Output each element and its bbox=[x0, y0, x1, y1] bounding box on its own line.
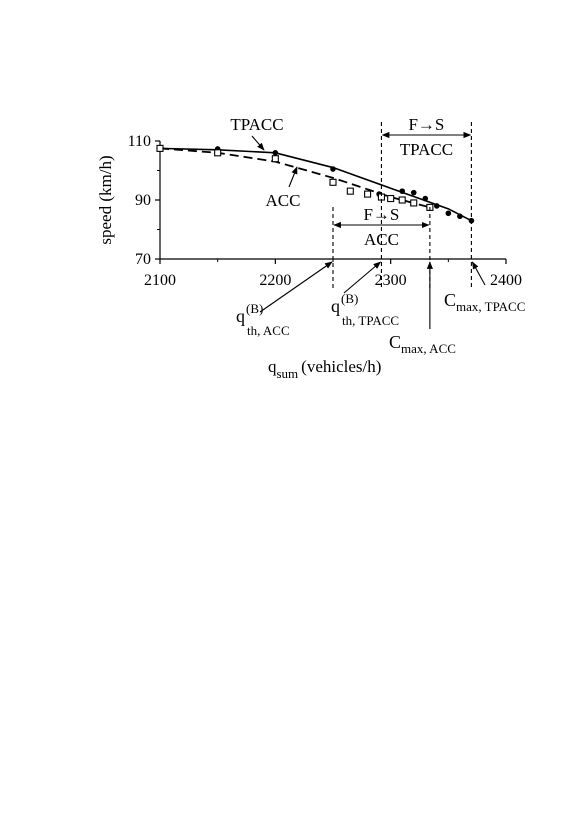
data-point-acc bbox=[364, 190, 372, 198]
q-th-tpacc-label-main: q bbox=[331, 296, 340, 316]
fs-acc-range-label: F→S bbox=[363, 205, 399, 224]
x-tick-label: 2100 bbox=[144, 272, 176, 289]
x-axis-label-unit: (vehicles/h) bbox=[301, 357, 381, 376]
data-point-tpacc bbox=[434, 203, 440, 209]
tpacc-arrow bbox=[251, 135, 265, 151]
data-point-tpacc bbox=[399, 188, 406, 194]
q-th-tpacc-label-sub: th, TPACC bbox=[342, 313, 399, 328]
c-max-tpacc-label-sub: max, TPACC bbox=[456, 299, 525, 314]
q-th-acc-label: q(B) th, ACC bbox=[236, 301, 290, 338]
q-th-acc-label-main: q bbox=[236, 306, 245, 326]
c-max-acc-label-sub: max, ACC bbox=[401, 341, 456, 356]
series-line-tpacc bbox=[159, 147, 472, 222]
y-axis-label: speed (km/h) bbox=[96, 155, 115, 244]
series-layer bbox=[156, 144, 475, 224]
data-point-acc bbox=[156, 144, 164, 152]
data-point-acc bbox=[271, 155, 279, 163]
x-axis-label-main: q bbox=[268, 357, 277, 376]
c-max-tpacc-label-main: C bbox=[444, 290, 456, 310]
x-tick-label: 2200 bbox=[259, 272, 291, 289]
q-th-acc-label-sup: (B) bbox=[246, 301, 263, 316]
tpacc-label: TPACC bbox=[230, 115, 283, 134]
data-point-acc bbox=[214, 149, 222, 157]
data-point-acc bbox=[387, 194, 395, 203]
y-tick-label: 110 bbox=[128, 133, 151, 150]
y-ticks: 70 90 110 bbox=[128, 133, 160, 268]
data-point-tpacc bbox=[272, 150, 279, 156]
q-th-acc-arrow bbox=[259, 261, 333, 313]
q-th-tpacc-label: q(B) th, TPACC bbox=[331, 291, 399, 328]
x-axis-label: qsum (vehicles/h) bbox=[268, 357, 381, 381]
data-point-tpacc bbox=[457, 213, 463, 220]
data-point-tpacc bbox=[445, 210, 452, 217]
y-tick-label: 90 bbox=[135, 192, 151, 209]
data-point-acc bbox=[346, 187, 354, 195]
data-point-tpacc bbox=[330, 166, 336, 172]
acc-arrow bbox=[288, 166, 298, 188]
y-tick-label: 70 bbox=[135, 251, 151, 268]
acc-label: ACC bbox=[266, 191, 301, 210]
q-th-tpacc-label-sup: (B) bbox=[341, 291, 358, 306]
c-max-acc-label-main: C bbox=[389, 332, 401, 352]
x-axis-label-sub: sum bbox=[277, 366, 299, 381]
c-max-acc-label: Cmax, ACC bbox=[389, 332, 456, 356]
fs-acc-sub-label: ACC bbox=[364, 230, 399, 249]
q-th-acc-label-sub: th, ACC bbox=[247, 323, 290, 338]
data-point-acc bbox=[410, 199, 418, 207]
x-tick-label: 2400 bbox=[490, 272, 522, 289]
x-ticks: 2100 2200 2300 2400 bbox=[144, 259, 522, 289]
data-point-tpacc bbox=[410, 189, 417, 196]
c-max-tpacc-label: Cmax, TPACC bbox=[444, 290, 525, 314]
x-tick-label: 2300 bbox=[375, 272, 407, 289]
fs-tpacc-range-label: F→S bbox=[408, 115, 444, 134]
data-point-acc bbox=[329, 178, 337, 186]
axes: 2100 2200 2300 2400 70 90 110 bbox=[128, 133, 522, 289]
q-th-tpacc-arrow bbox=[343, 261, 382, 294]
c-max-tpacc-arrow bbox=[471, 261, 486, 286]
data-point-acc bbox=[398, 196, 406, 204]
series-line-acc bbox=[159, 147, 431, 209]
data-point-tpacc bbox=[422, 195, 429, 202]
fs-tpacc-sub-label: TPACC bbox=[400, 140, 453, 159]
